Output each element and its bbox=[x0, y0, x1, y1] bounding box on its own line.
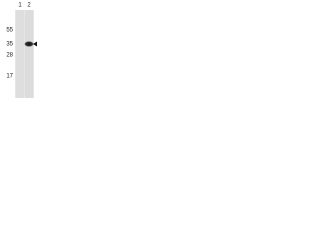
marker-label: 35 bbox=[6, 42, 13, 48]
page: {"lanes": ["1", "2"], "markers": ["55", … bbox=[0, 0, 37, 100]
marker-label: 17 bbox=[6, 74, 13, 80]
band-arrow bbox=[33, 41, 37, 47]
marker-label: 55 bbox=[6, 28, 13, 34]
lane-label: 2 bbox=[27, 3, 31, 9]
lane-label: 1 bbox=[18, 3, 22, 9]
lane-2 bbox=[25, 10, 33, 98]
marker-label: 28 bbox=[6, 53, 13, 59]
protein-band bbox=[24, 41, 34, 47]
lane-1 bbox=[16, 10, 24, 98]
blot-figure: 1 2 55 35 28 17 bbox=[6, 3, 37, 98]
